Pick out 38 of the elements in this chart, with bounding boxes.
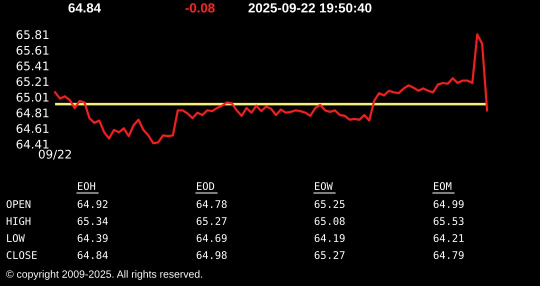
text: 65.08 (314, 217, 345, 226)
text: 64.19 (314, 234, 345, 242)
text: 65.27 (196, 217, 227, 226)
text: 64.84 (78, 251, 108, 260)
y-tick-label: 65.01 (16, 92, 48, 102)
chart-subtitle: -0.08 (186, 3, 215, 13)
text: HIGH (6, 217, 30, 226)
chart-title: 64.84 (68, 3, 101, 13)
text: 64.69 (196, 234, 227, 242)
text: OPEN (6, 200, 30, 208)
text: 2025-09-22 19:50:40 (248, 3, 372, 13)
y-tick-label: 64.81 (16, 108, 48, 118)
y-tick-label: 65.21 (16, 77, 48, 86)
line-series (54, 33, 488, 144)
text: 64.78 (196, 200, 227, 208)
y-tick-label: 65.81 (16, 30, 48, 40)
text: EOH (78, 182, 96, 190)
text: 65.27 (314, 251, 345, 260)
text: © copyright 2009-2025. All rights reserved. (6, 270, 202, 280)
text: CLOSE (6, 251, 37, 260)
text: 64.21 (434, 234, 464, 242)
text: 65.34 (78, 217, 108, 226)
y-tick-label: 64.61 (16, 124, 48, 134)
text: 65.25 (314, 200, 345, 208)
y-tick-label: 65.61 (16, 46, 48, 55)
text: 64.79 (434, 251, 464, 260)
text: 64.98 (196, 251, 227, 260)
text: EOM (434, 182, 452, 190)
text: 64.39 (78, 234, 108, 242)
y-tick-label: 65.41 (16, 61, 48, 70)
text: EOD (197, 182, 214, 190)
y-tick-label: 64.41 (16, 140, 48, 149)
text: 64.92 (78, 200, 108, 208)
text: 65.53 (434, 217, 464, 226)
x-tick-label: 09/22 (38, 150, 71, 160)
text: 64.99 (434, 200, 464, 208)
text: LOW (7, 234, 25, 242)
text: EOW (315, 182, 333, 190)
